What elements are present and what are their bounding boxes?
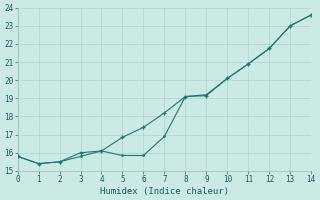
- X-axis label: Humidex (Indice chaleur): Humidex (Indice chaleur): [100, 187, 229, 196]
